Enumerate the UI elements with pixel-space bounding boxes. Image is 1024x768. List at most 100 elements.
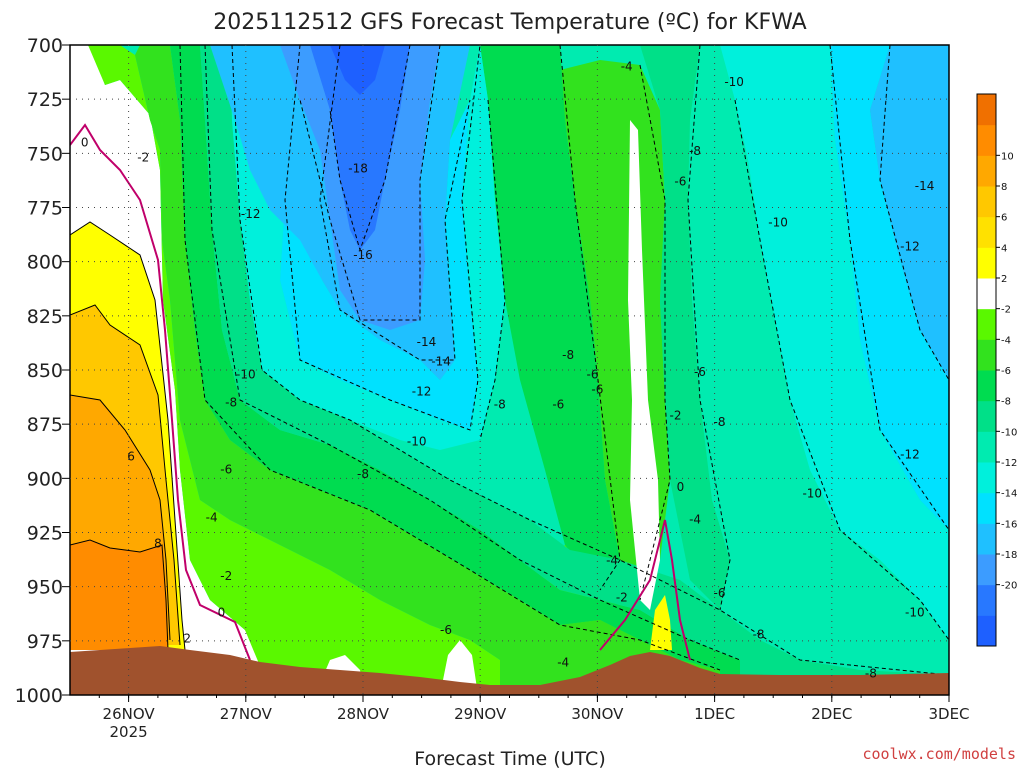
contour-label: -4: [606, 554, 618, 568]
colorbar-swatch: [977, 554, 996, 586]
contour-label: 0: [81, 136, 89, 150]
colorbar-label: -16: [1001, 519, 1017, 530]
band-green: [135, 45, 720, 695]
contour-line: [329, 45, 411, 252]
band-deep-blue: [310, 45, 410, 250]
contour-label: -2: [616, 591, 628, 605]
y-tick-label: 875: [27, 414, 63, 436]
y-tick-label: 800: [27, 252, 63, 274]
contour-line: [879, 45, 949, 381]
x-tick-label: 29NOV: [454, 705, 507, 723]
x-tick-label: 27NOV: [220, 705, 273, 723]
y-tick-label: 825: [27, 306, 63, 328]
contour-label: -6: [440, 623, 452, 637]
contour-line: [284, 45, 481, 431]
contour-label: -8: [753, 627, 765, 641]
y-tick-label: 850: [27, 360, 63, 382]
contour-label: -12: [241, 207, 261, 221]
colorbar-swatch: [977, 155, 996, 187]
band-dark-orange: [70, 540, 168, 650]
contour-label: -10: [236, 367, 256, 381]
band-sea-green: [200, 45, 949, 695]
x-tick-label: 2DEC: [811, 705, 852, 723]
contour-line: [231, 45, 949, 676]
contour-label: -10: [905, 606, 925, 620]
colorbar: -20 -18 -16 -14 -12 -10 -8 -6 -4 -2 2 4 6 8 10: [976, 93, 1017, 647]
contour-label: -8: [689, 144, 701, 158]
y-tick-label: 950: [27, 577, 63, 599]
contour-label: -10: [768, 216, 788, 230]
colorbar-label: -6: [1001, 366, 1011, 377]
colorbar-label: -20: [1001, 581, 1017, 592]
colorbar-label: 8: [1001, 182, 1007, 193]
contour-line: [319, 45, 471, 361]
y-tick-label: 925: [27, 523, 63, 545]
colorbar-label: -4: [1001, 335, 1011, 346]
colorbar-swatch: [977, 492, 996, 524]
contour-label: -10: [724, 75, 744, 89]
colorbar-label: 6: [1001, 213, 1007, 224]
colorbar-swatch: [977, 431, 996, 463]
contour-label: -6: [713, 586, 725, 600]
contour-label: 0: [218, 606, 226, 620]
contour-line: [299, 45, 441, 321]
contour-label: -18: [348, 162, 368, 176]
contour-label: -8: [713, 415, 725, 429]
colorbar-swatch: [977, 615, 996, 647]
contour-line: [559, 45, 621, 591]
zero-degree-line-2: [599, 519, 691, 661]
contour-lines: [179, 45, 949, 676]
contour-line: [204, 45, 741, 661]
contour-label: 2: [183, 632, 191, 646]
colorbar-label: 4: [1001, 243, 1007, 254]
colorbar-label: -12: [1001, 458, 1017, 469]
band-mid-green-2: [480, 45, 620, 590]
contour-line: [734, 99, 949, 641]
contour-label: -12: [412, 385, 432, 399]
contour-label: 0: [677, 480, 685, 494]
contour-labels: 0 -2 6 8 2 0 -2 -4 -6 -8 -10 -12 -18 -16 -14 -14 -12 -10 -…: [81, 60, 935, 681]
colorbar-swatch: [977, 339, 996, 371]
contour-label: -2: [220, 569, 232, 583]
contour-label: -10: [802, 487, 822, 501]
band-sea-green-2: [640, 45, 730, 610]
terrain: [70, 646, 949, 695]
colorbar-swatch: [977, 308, 996, 340]
x-tick-label: 28NOV: [337, 705, 390, 723]
x-tick-label: 30NOV: [571, 705, 624, 723]
colorbar-swatch: [977, 584, 996, 616]
y-tick-label: 975: [27, 631, 63, 653]
contour-label: -14: [431, 354, 451, 368]
contour-label: -8: [865, 666, 877, 680]
contour-label: -2: [670, 409, 682, 423]
contour-label: -6: [591, 383, 603, 397]
colorbar-label: -10: [1001, 427, 1017, 438]
x-tick-label: 3DEC: [928, 705, 969, 723]
warm-yellow-pocket: [650, 595, 672, 650]
band-cyan-2: [830, 45, 949, 530]
contour-label: -6: [674, 175, 686, 189]
warm-pocket-3: [628, 120, 660, 610]
band-sky-3: [870, 45, 949, 380]
colorbar-swatch: [977, 94, 996, 126]
contour-label: -4: [206, 510, 218, 524]
colorbar-swatch: [977, 247, 996, 279]
colorbar-swatch: [977, 278, 996, 310]
colorbar-swatch: [977, 462, 996, 494]
colorbar-swatch: [977, 370, 996, 402]
x-axis-label: Forecast Time (UTC): [414, 748, 605, 768]
zero-degree-line: [70, 123, 251, 661]
contour-label: -4: [689, 513, 701, 527]
contour-label: -6: [220, 463, 232, 477]
credit-text: coolwx.com/models: [862, 745, 1016, 763]
y-tick-label: 1000: [15, 685, 63, 707]
y-tick-label: 900: [27, 468, 63, 490]
colorbar-swatch: [977, 400, 996, 432]
x-tick-label: 26NOV: [103, 705, 156, 723]
contour-label: -8: [225, 396, 237, 410]
contour-label: -8: [357, 467, 369, 481]
contour-label: -4: [621, 60, 633, 74]
contour-line: [687, 45, 731, 611]
colorbar-swatch: [977, 186, 996, 218]
